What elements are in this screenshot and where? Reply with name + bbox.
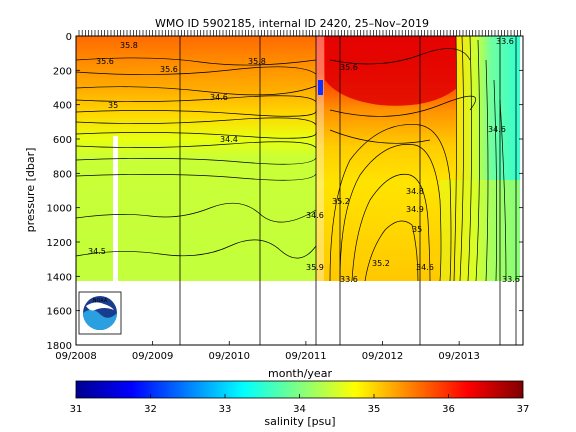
contour-label: 35.2	[372, 259, 390, 268]
y-axis: 0 200 400 600 800 1000 1200 1400 1600 1800	[47, 32, 523, 352]
colorbar-ticks: 31 32 33 34 35 36 37	[70, 394, 530, 415]
x-tick-label: 09/2013	[438, 351, 480, 362]
y-axis-label: pressure [dbar]	[24, 148, 37, 233]
x-tick-label: 09/2011	[285, 351, 327, 362]
contour-labels: 35.6 35.6 35.8 35.8 35 34.6 34.5 34.4 34…	[88, 37, 520, 284]
y-tick-label: 1600	[47, 307, 72, 318]
y-tick-label: 200	[53, 66, 72, 77]
no-data-area	[76, 281, 523, 345]
contour-label: 34.6	[210, 93, 228, 102]
colorbar-tick-label: 37	[517, 404, 530, 415]
chart-title: WMO ID 5902185, internal ID 2420, 25–Nov…	[155, 17, 429, 30]
contour-label: 33.6	[340, 275, 358, 284]
noaa-logo-text: NOAA	[93, 298, 108, 304]
contour-label: 34.6	[306, 211, 324, 220]
contour-label: 34.9	[406, 205, 424, 214]
contour-label: 33.6	[502, 275, 520, 284]
y-tick-label: 1800	[47, 341, 72, 352]
field-core-max	[325, 36, 470, 106]
contour-label: 35.9	[306, 263, 324, 272]
contour-label: 35.6	[340, 63, 358, 72]
x-tick-label: 09/2010	[208, 351, 250, 362]
contour-label: 34.8	[406, 187, 424, 196]
colorbar-tick-label: 34	[293, 404, 306, 415]
contour-label: 35.8	[120, 41, 138, 50]
colorbar-tick-label: 36	[442, 404, 455, 415]
field-2013-deep	[440, 180, 520, 281]
y-tick-label: 400	[53, 101, 72, 112]
contour-label: 35.6	[96, 57, 114, 66]
y-tick-label: 1000	[47, 204, 72, 215]
noaa-logo-wave	[83, 309, 117, 330]
x-tick-label: 09/2009	[132, 351, 174, 362]
contour-label: 35	[108, 101, 118, 110]
noaa-logo: NOAA	[78, 291, 122, 335]
field-2011-blue	[318, 80, 323, 95]
y-tick-label: 800	[53, 169, 72, 180]
profile-markers-lower	[179, 281, 517, 345]
noaa-logo-bird	[86, 302, 114, 311]
y-tick-label: 1200	[47, 238, 72, 249]
contour-label: 35.6	[160, 65, 178, 74]
profile-time-ticks	[78, 30, 521, 36]
field-gap-white	[113, 136, 118, 281]
contour-label: 34.5	[88, 247, 106, 256]
colorbar-tick-label: 33	[219, 404, 232, 415]
contour-label: 35.2	[332, 197, 350, 206]
x-tick-label: 09/2012	[362, 351, 404, 362]
y-tick-label: 0	[66, 32, 72, 43]
salinity-field	[76, 36, 523, 345]
colorbar-tick-label: 35	[368, 404, 381, 415]
contour-label: 34.6	[416, 263, 434, 272]
contour-label: 34.4	[220, 135, 238, 144]
contour-label: 34.6	[488, 125, 506, 134]
contour-label: 35.8	[248, 57, 266, 66]
x-axis-label: month/year	[268, 367, 332, 380]
field-2011-stripe	[316, 36, 324, 281]
y-tick-label: 1400	[47, 272, 72, 283]
x-axis: 09/2008 09/2009 09/2010 09/2011 09/2012 09/20…	[55, 341, 480, 362]
contour-label: 33.6	[496, 37, 514, 46]
x-tick-label: 09/2008	[55, 351, 97, 362]
colorbar-tick-label: 32	[144, 404, 157, 415]
colorbar-label: salinity [psu]	[264, 415, 335, 428]
contour-label: 35	[412, 225, 422, 234]
contour-lines	[76, 36, 507, 282]
colorbar-tick-label: 31	[70, 404, 83, 415]
y-tick-label: 600	[53, 135, 72, 146]
